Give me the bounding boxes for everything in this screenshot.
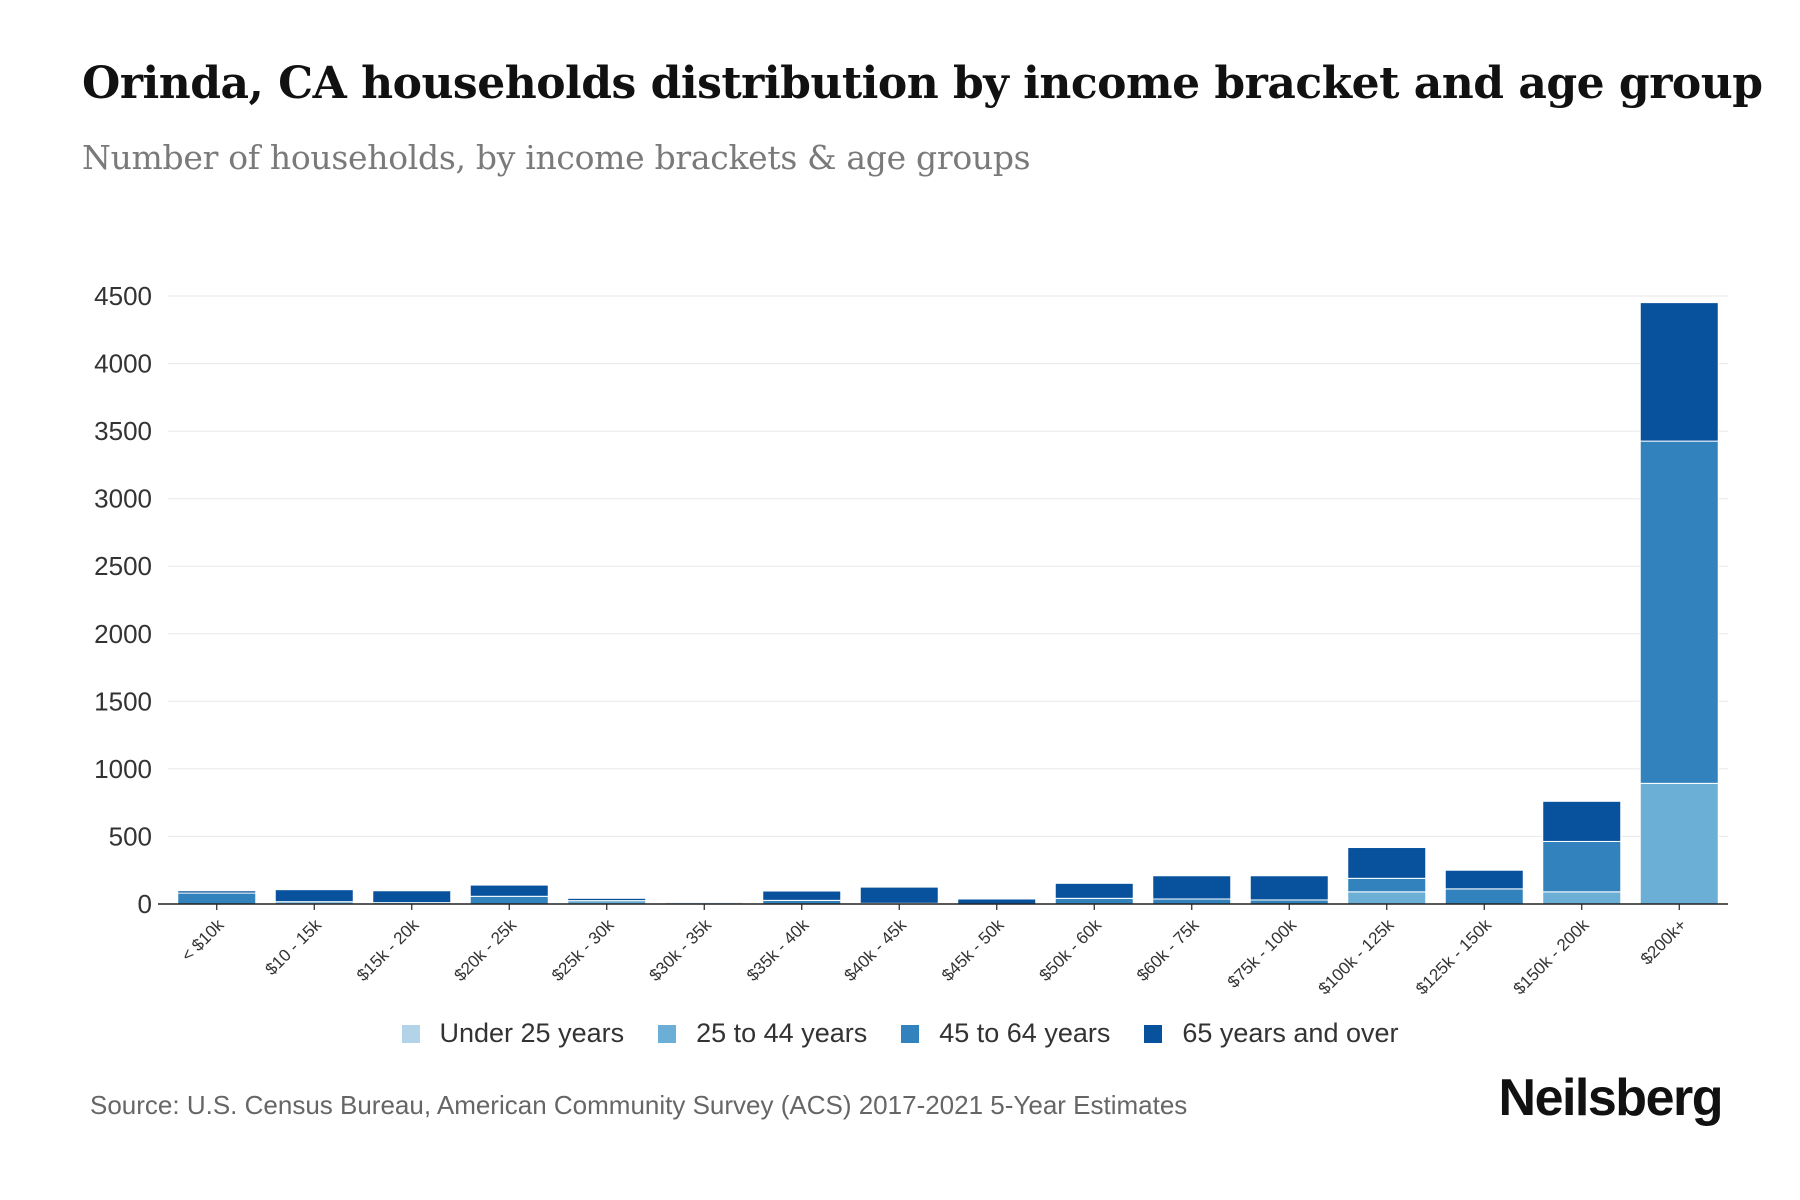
bar-segment-65-years-and-over xyxy=(762,890,842,901)
bar-segment-65-years-and-over xyxy=(1444,869,1524,890)
x-axis: < $10k $10 - 15k $15k - 20k $20k - 25k $25k … xyxy=(178,904,1690,998)
x-tick-label: $25k - 30k xyxy=(548,915,618,985)
x-tick-label: < $10k xyxy=(178,915,228,965)
chart-title: Orinda, CA households distribution by in… xyxy=(82,58,1763,109)
bar-segment-65-years-and-over xyxy=(567,897,647,902)
bar-stack xyxy=(1347,847,1427,905)
bar-segment-65-years-and-over xyxy=(469,884,549,897)
x-tick-label: $50k - 60k xyxy=(1036,915,1106,985)
bar-segment-25-to-44-years xyxy=(1542,891,1622,905)
legend-label: Under 25 years xyxy=(439,1018,625,1048)
bar-stack xyxy=(1152,875,1232,905)
x-tick-label: $75k - 100k xyxy=(1224,915,1301,992)
brand-logo: Neilsberg xyxy=(1498,1069,1724,1127)
x-tick-label: $125k - 150k xyxy=(1412,915,1495,998)
x-tick-label: $35k - 40k xyxy=(743,915,813,985)
legend-label: 25 to 44 years xyxy=(696,1018,868,1048)
bar-segment-45-to-64-years xyxy=(1639,440,1719,784)
y-tick-label: 0 xyxy=(138,889,152,919)
source-note: Source: U.S. Census Bureau, American Com… xyxy=(90,1090,1188,1120)
y-tick-label: 3000 xyxy=(94,484,152,514)
x-tick-label: $100k - 125k xyxy=(1315,915,1398,998)
bar-segment-25-to-44-years xyxy=(1347,891,1427,905)
legend-swatch-icon xyxy=(901,1024,920,1043)
y-tick-label: 4000 xyxy=(94,349,152,379)
bar-segment-65-years-and-over xyxy=(1054,882,1134,899)
x-tick-label: $200k+ xyxy=(1637,915,1690,968)
stacked-bar-chart: 0 500 1000 1500 2000 2500 3000 3500 4000 4500 < $… xyxy=(94,281,1728,998)
bar-stack xyxy=(274,889,354,905)
bar-stack xyxy=(1444,869,1524,905)
bar-stack xyxy=(1639,302,1719,905)
bar-stack xyxy=(1054,882,1134,905)
bar-segment-65-years-and-over xyxy=(1542,800,1622,842)
bar-segment-45-to-64-years xyxy=(469,895,549,905)
bar-stack xyxy=(177,890,257,905)
legend-swatch-icon xyxy=(401,1024,420,1043)
legend-label: 45 to 64 years xyxy=(939,1018,1111,1048)
chart-legend: Under 25 years 25 to 44 years 45 to 64 yea… xyxy=(0,1018,1800,1049)
y-tick-label: 500 xyxy=(109,821,152,851)
y-tick-label: 1500 xyxy=(94,686,152,716)
x-tick-label: $30k - 35k xyxy=(646,915,716,985)
legend-item: 25 to 44 years xyxy=(658,1018,867,1049)
bar-stack xyxy=(859,886,939,905)
y-tick-label: 2500 xyxy=(94,551,152,581)
chart-subtitle: Number of households, by income brackets… xyxy=(82,138,1031,177)
x-tick-label: $150k - 200k xyxy=(1510,915,1593,998)
bar-stack xyxy=(469,884,549,905)
bar-stack xyxy=(762,890,842,905)
bar-segment-65-years-and-over xyxy=(274,889,354,903)
x-tick-label: $15k - 20k xyxy=(353,915,423,985)
bar-segment-65-years-and-over xyxy=(1249,875,1329,901)
legend-swatch-icon xyxy=(658,1024,677,1043)
x-tick-label: $20k - 25k xyxy=(451,915,521,985)
legend-swatch-icon xyxy=(1144,1024,1163,1043)
y-tick-label: 3500 xyxy=(94,416,152,446)
bar-segment-45-to-64-years xyxy=(1347,877,1427,893)
y-tick-label: 4500 xyxy=(94,281,152,311)
gridlines xyxy=(168,295,1728,838)
bar-stack xyxy=(1542,800,1622,905)
legend-item: 65 years and over xyxy=(1144,1018,1399,1049)
bars xyxy=(177,302,1719,905)
bar-segment-65-years-and-over xyxy=(177,890,257,894)
bar-segment-65-years-and-over xyxy=(859,886,939,904)
y-tick-label: 1000 xyxy=(94,754,152,784)
bar-segment-65-years-and-over xyxy=(1152,875,1232,900)
bar-stack xyxy=(372,890,452,905)
bar-segment-45-to-64-years xyxy=(1054,897,1134,905)
x-tick-label: $10 - 15k xyxy=(262,915,326,979)
x-tick-label: $40k - 45k xyxy=(841,915,911,985)
bar-stack xyxy=(1249,875,1329,905)
x-tick-label: $45k - 50k xyxy=(938,915,1008,985)
bar-segment-65-years-and-over xyxy=(1639,302,1719,442)
legend-label: 65 years and over xyxy=(1182,1018,1399,1048)
legend-item: 45 to 64 years xyxy=(901,1018,1110,1049)
bar-segment-45-to-64-years xyxy=(177,892,257,905)
bar-segment-65-years-and-over xyxy=(1347,847,1427,879)
bar-segment-25-to-44-years xyxy=(1639,782,1719,905)
y-tick-label: 2000 xyxy=(94,619,152,649)
y-axis: 0 500 1000 1500 2000 2500 3000 3500 4000 4500 xyxy=(94,281,152,919)
bar-segment-45-to-64-years xyxy=(1444,888,1524,905)
x-tick-label: $60k - 75k xyxy=(1133,915,1203,985)
legend-item: Under 25 years xyxy=(401,1018,625,1049)
bar-segment-65-years-and-over xyxy=(372,890,452,904)
bar-stack xyxy=(567,897,647,905)
bar-segment-45-to-64-years xyxy=(1542,840,1622,893)
